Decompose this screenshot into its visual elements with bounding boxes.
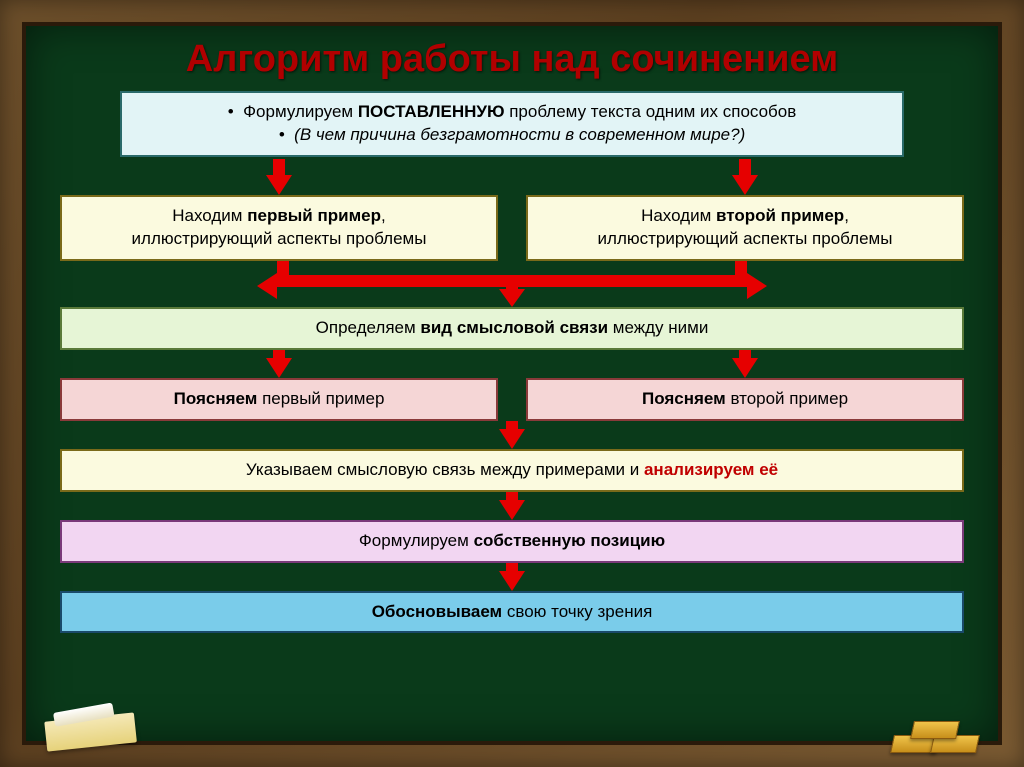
chalk-eraser-icon bbox=[44, 712, 137, 759]
step-second-example: Находим второй пример, иллюстрирующий ас… bbox=[526, 195, 964, 261]
arrow-row-1 bbox=[60, 157, 964, 195]
step-explain-second: Поясняем второй пример bbox=[526, 378, 964, 421]
board-frame: Алгоритм работы над сочинением • Формули… bbox=[0, 0, 1024, 767]
arrow-down bbox=[60, 421, 964, 449]
step-first-example: Находим первый пример, иллюстрирующий ас… bbox=[60, 195, 498, 261]
gold-bars-icon bbox=[892, 721, 982, 753]
step-text: Находим второй пример, bbox=[641, 205, 849, 228]
arrow-down bbox=[60, 350, 498, 378]
step-subtext: иллюстрирующий аспекты проблемы bbox=[598, 228, 893, 251]
arrow-down bbox=[526, 350, 964, 378]
arrow-row-2 bbox=[60, 350, 964, 378]
step-subtext: иллюстрирующий аспекты проблемы bbox=[132, 228, 427, 251]
row-explain: Поясняем первый пример Поясняем второй п… bbox=[60, 378, 964, 421]
step-subtext: • (В чем причина безграмотности в соврем… bbox=[279, 124, 746, 147]
step-explain-first: Поясняем первый пример bbox=[60, 378, 498, 421]
step-text: Находим первый пример, bbox=[172, 205, 385, 228]
step-define-connection: Определяем вид смысловой связи между ним… bbox=[60, 307, 964, 350]
chalkboard: Алгоритм работы над сочинением • Формули… bbox=[22, 22, 1002, 745]
step-text: Определяем вид смысловой связи между ним… bbox=[316, 317, 709, 340]
step-text: Поясняем первый пример bbox=[174, 388, 385, 411]
slide-title: Алгоритм работы над сочинением bbox=[60, 38, 964, 81]
step-text: Обосновываем свою точку зрения bbox=[372, 601, 653, 624]
arrow-down bbox=[60, 563, 964, 591]
step-text: Указываем смысловую связь между примерам… bbox=[246, 459, 778, 482]
step-text: • Формулируем ПОСТАВЛЕННУЮ проблему текс… bbox=[228, 101, 797, 124]
step-text: Поясняем второй пример bbox=[642, 388, 848, 411]
arrow-down bbox=[60, 157, 498, 195]
step-formulate-problem: • Формулируем ПОСТАВЛЕННУЮ проблему текс… bbox=[120, 91, 904, 157]
step-text: Формулируем собственную позицию bbox=[359, 530, 665, 553]
arrow-down bbox=[526, 157, 964, 195]
arrow-down bbox=[60, 492, 964, 520]
step-analyze-connection: Указываем смысловую связь между примерам… bbox=[60, 449, 964, 492]
row-examples: Находим первый пример, иллюстрирующий ас… bbox=[60, 195, 964, 261]
arrows-converge bbox=[60, 261, 964, 307]
step-own-position: Формулируем собственную позицию bbox=[60, 520, 964, 563]
step-justify-view: Обосновываем свою точку зрения bbox=[60, 591, 964, 634]
